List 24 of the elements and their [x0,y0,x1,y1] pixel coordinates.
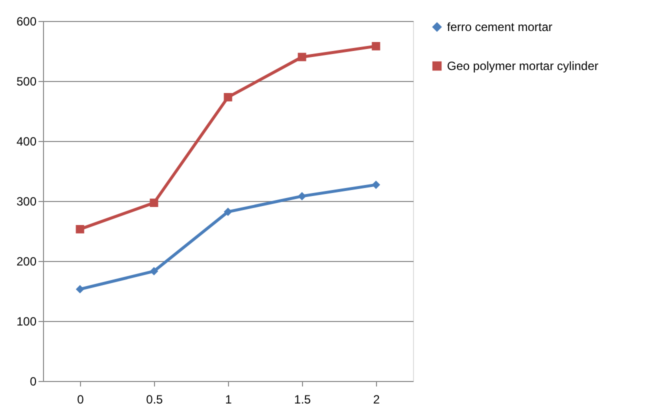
point [372,180,380,189]
x-tick-label: 1.5 [294,392,312,406]
legend-label: Geo polymer mortar cylinder [447,59,598,73]
x-tick-label: 1 [225,392,232,406]
y-tick-label: 100 [16,314,37,328]
point [150,198,158,207]
x-tick-label: 2 [373,392,380,406]
x-tick-label: 0 [77,392,84,406]
x-tick-label: 0.5 [146,392,164,406]
y-tick-label: 0 [30,374,37,388]
point [298,192,306,200]
point [372,42,380,50]
point [76,225,84,234]
y-tick-label: 200 [16,254,37,268]
point [224,93,232,102]
point [298,52,306,62]
point [76,285,84,294]
point [150,267,158,276]
legend-label: ferro cement mortar [447,20,552,34]
y-tick-label: 400 [16,134,37,148]
point [224,208,232,216]
y-tick-label: 300 [16,194,37,208]
y-tick-label: 500 [16,74,37,88]
y-tick-label: 600 [16,14,37,28]
